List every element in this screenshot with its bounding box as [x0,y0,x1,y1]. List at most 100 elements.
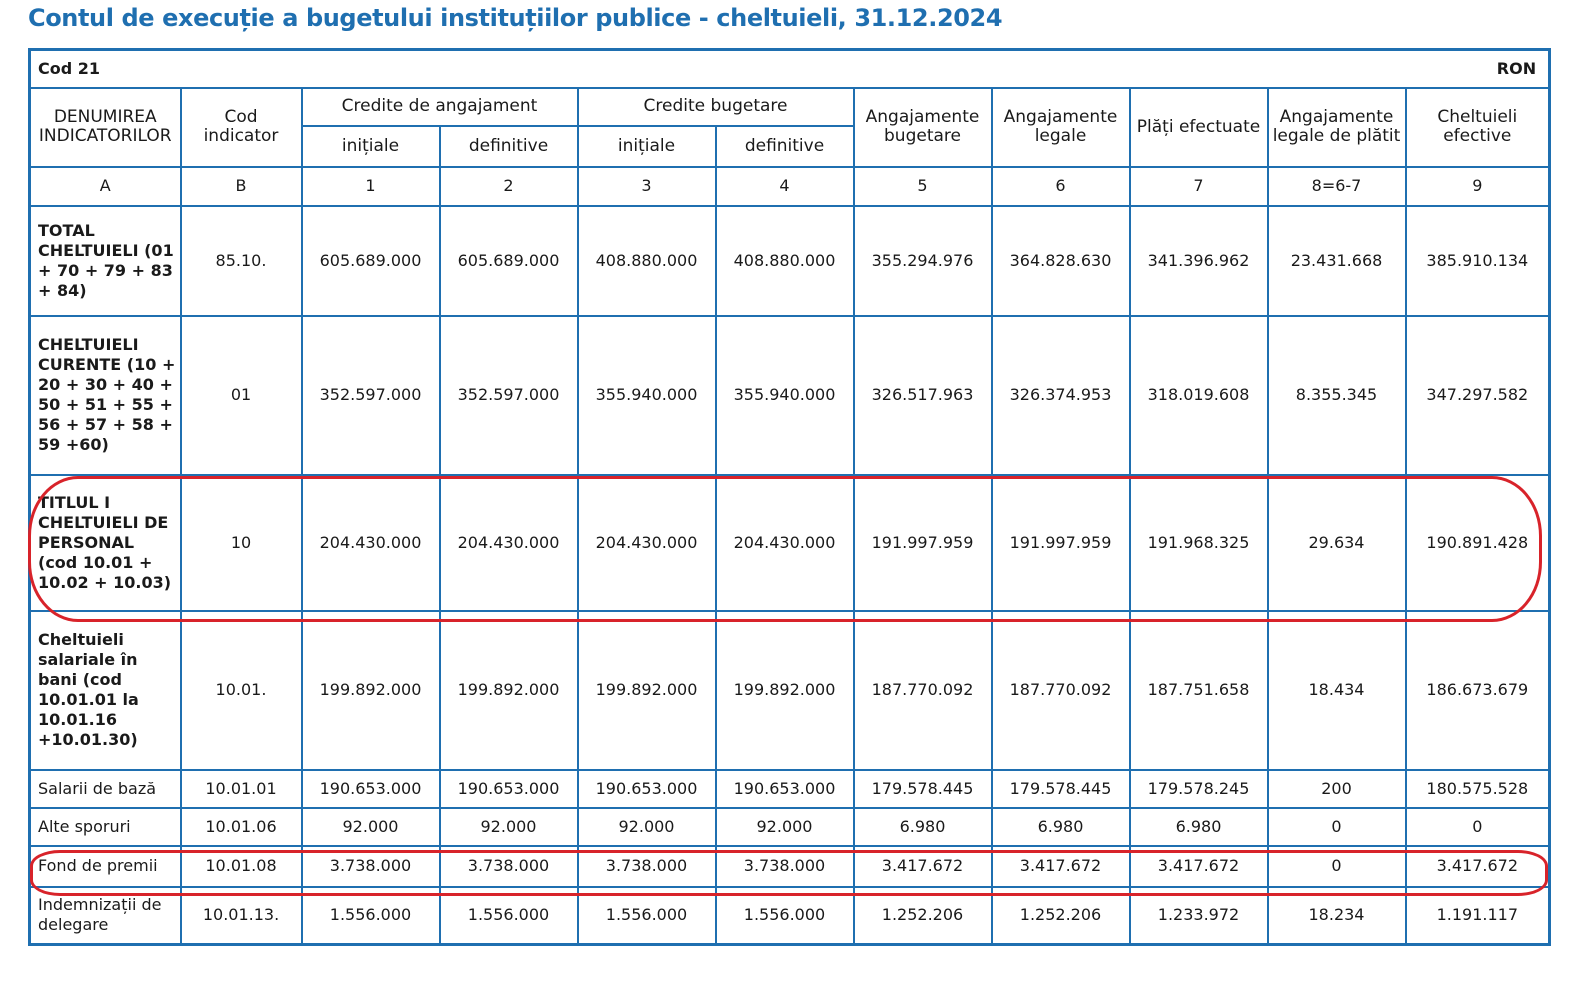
cell-value: 326.374.953 [990,314,1131,476]
cell-value: 3.417.672 [1404,844,1551,888]
cell-value: 385.910.134 [1404,204,1551,317]
cell-value: 204.430.000 [576,473,717,612]
cell-value: 347.297.582 [1404,314,1551,476]
table-row: CHELTUIELI CURENTE (10 + 20 + 30 + 40 + … [28,314,1551,476]
cell-value: 355.940.000 [714,314,855,476]
header-cod-indicator: Cod indicator [179,86,303,168]
cell-value: 3.417.672 [1128,844,1269,888]
cell-value: 204.430.000 [438,473,579,612]
column-number: 7 [1128,165,1269,207]
cell-value: 29.634 [1266,473,1407,612]
column-number: 5 [852,165,993,207]
row-label: Salarii de bază [28,768,182,809]
header-definitive-bugetare: definitive [714,124,855,168]
header-row-1: DENUMIREA INDICATORILOR Cod indicator Cr… [28,86,1551,168]
cell-value: 8.355.345 [1266,314,1407,476]
cell-value: 199.892.000 [714,609,855,771]
row-cod: 01 [179,314,303,476]
column-number: 4 [714,165,855,207]
cell-value: 200 [1266,768,1407,809]
cell-value: 408.880.000 [576,204,717,317]
header-initiale-bugetare: inițiale [576,124,717,168]
column-number: 8=6-7 [1266,165,1407,207]
row-cod: 10.01.01 [179,768,303,809]
cell-value: 1.556.000 [576,885,717,946]
cell-value: 187.751.658 [1128,609,1269,771]
budget-table-wrapper: Cod 21 RON DENUMIREA INDICATORILOR Cod i… [28,48,1552,946]
cell-value: 1.252.206 [852,885,993,946]
cell-value: 408.880.000 [714,204,855,317]
row-cod: 10.01.08 [179,844,303,888]
cell-value: 326.517.963 [852,314,993,476]
cell-value: 6.980 [990,806,1131,847]
cell-value: 190.653.000 [714,768,855,809]
cell-value: 199.892.000 [300,609,441,771]
cell-value: 3.738.000 [576,844,717,888]
cell-value: 18.234 [1266,885,1407,946]
row-label: TITLUL I CHELTUIELI DE PERSONAL (cod 10.… [28,473,182,612]
cell-value: 191.997.959 [852,473,993,612]
cell-value: 3.738.000 [300,844,441,888]
cell-value: 191.997.959 [990,473,1131,612]
cell-value: 3.417.672 [990,844,1131,888]
cell-value: 1.191.117 [1404,885,1551,946]
cell-value: 191.968.325 [1128,473,1269,612]
table-row: Cheltuieli salariale în bani (cod 10.01.… [28,609,1551,771]
row-label: TOTAL CHELTUIELI (01 + 70 + 79 + 83 + 84… [28,204,182,317]
cell-value: 355.940.000 [576,314,717,476]
cell-value: 199.892.000 [576,609,717,771]
row-cod: 85.10. [179,204,303,317]
row-cod: 10.01. [179,609,303,771]
budget-execution-table: Cod 21 RON DENUMIREA INDICATORILOR Cod i… [28,48,1552,946]
cell-value: 1.233.972 [1128,885,1269,946]
currency-label: RON [1496,58,1537,78]
header-credite-angajament: Credite de angajament [300,86,579,127]
cell-value: 3.738.000 [714,844,855,888]
cell-value: 190.653.000 [576,768,717,809]
cell-value: 605.689.000 [438,204,579,317]
cell-value: 92.000 [300,806,441,847]
cell-value: 180.575.528 [1404,768,1551,809]
cell-value: 3.417.672 [852,844,993,888]
cell-value: 204.430.000 [300,473,441,612]
cell-value: 1.556.000 [300,885,441,946]
table-row: TOTAL CHELTUIELI (01 + 70 + 79 + 83 + 84… [28,204,1551,317]
cell-value: 187.770.092 [990,609,1131,771]
table-row-highlighted: Fond de premii 10.01.08 3.738.000 3.738.… [28,844,1551,888]
cell-value: 341.396.962 [1128,204,1269,317]
cell-value: 23.431.668 [1266,204,1407,317]
cell-value: 92.000 [576,806,717,847]
cell-value: 18.434 [1266,609,1407,771]
header-angajamente-legale: Angajamente legale [990,86,1131,168]
cell-value: 318.019.608 [1128,314,1269,476]
page-title: Contul de execuție a bugetului instituți… [28,4,1003,32]
cell-value: 186.673.679 [1404,609,1551,771]
cell-value: 1.556.000 [714,885,855,946]
column-number: 6 [990,165,1131,207]
table-row: Indemnizații de delegare 10.01.13. 1.556… [28,885,1551,946]
column-number: 9 [1404,165,1551,207]
header-angajamente-legale-de-platit: Angajamente legale de plătit [1266,86,1407,168]
cod-label: Cod 21 [38,58,101,78]
cell-value: 190.891.428 [1404,473,1551,612]
cell-value: 352.597.000 [300,314,441,476]
cell-value: 190.653.000 [438,768,579,809]
table-row: Alte sporuri 10.01.06 92.000 92.000 92.0… [28,806,1551,847]
cell-value: 179.578.445 [852,768,993,809]
cell-value: 352.597.000 [438,314,579,476]
cell-value: 364.828.630 [990,204,1131,317]
column-number-row: A B 1 2 3 4 5 6 7 8=6-7 9 [28,165,1551,207]
row-label: CHELTUIELI CURENTE (10 + 20 + 30 + 40 + … [28,314,182,476]
cell-value: 1.556.000 [438,885,579,946]
column-number: B [179,165,303,207]
row-label: Cheltuieli salariale în bani (cod 10.01.… [28,609,182,771]
header-angajamente-bugetare: Angajamente bugetare [852,86,993,168]
row-label: Indemnizații de delegare [28,885,182,946]
cell-value: 3.738.000 [438,844,579,888]
column-number: 1 [300,165,441,207]
cell-value: 6.980 [1128,806,1269,847]
column-number: 2 [438,165,579,207]
header-denumirea: DENUMIREA INDICATORILOR [28,86,182,168]
cell-value: 1.252.206 [990,885,1131,946]
cell-value: 187.770.092 [852,609,993,771]
